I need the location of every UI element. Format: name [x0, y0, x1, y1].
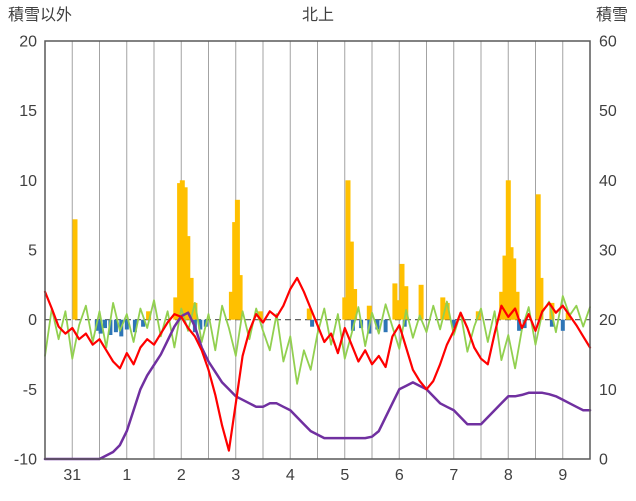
svg-text:15: 15 [19, 103, 37, 120]
purple-line [43, 311, 592, 461]
svg-text:20: 20 [19, 34, 37, 51]
red-line [43, 276, 592, 452]
svg-text:4: 4 [286, 467, 295, 484]
svg-text:-5: -5 [23, 382, 37, 399]
svg-text:5: 5 [340, 467, 349, 484]
plot-border [44, 40, 591, 460]
svg-text:0: 0 [599, 452, 608, 469]
svg-text:30: 30 [599, 243, 617, 260]
svg-text:40: 40 [599, 173, 617, 190]
svg-text:-10: -10 [14, 452, 37, 469]
svg-text:31: 31 [63, 467, 81, 484]
orange-bars [72, 180, 571, 320]
right-axis-title: 積雪 [595, 7, 628, 24]
svg-text:50: 50 [599, 103, 617, 120]
svg-text:3: 3 [231, 467, 240, 484]
svg-text:1: 1 [122, 467, 131, 484]
chart-title: 北上 [301, 7, 335, 24]
svg-text:2: 2 [177, 467, 186, 484]
svg-text:6: 6 [395, 467, 404, 484]
svg-text:9: 9 [558, 467, 567, 484]
svg-text:20: 20 [599, 312, 617, 329]
svg-text:0: 0 [28, 312, 37, 329]
svg-text:5: 5 [28, 243, 37, 260]
svg-text:60: 60 [599, 34, 617, 51]
svg-text:10: 10 [599, 382, 617, 399]
svg-text:8: 8 [504, 467, 513, 484]
green-line [44, 295, 591, 385]
svg-text:7: 7 [449, 467, 458, 484]
svg-text:10: 10 [19, 173, 37, 190]
left-axis-title: 積雪以外 [8, 7, 73, 24]
